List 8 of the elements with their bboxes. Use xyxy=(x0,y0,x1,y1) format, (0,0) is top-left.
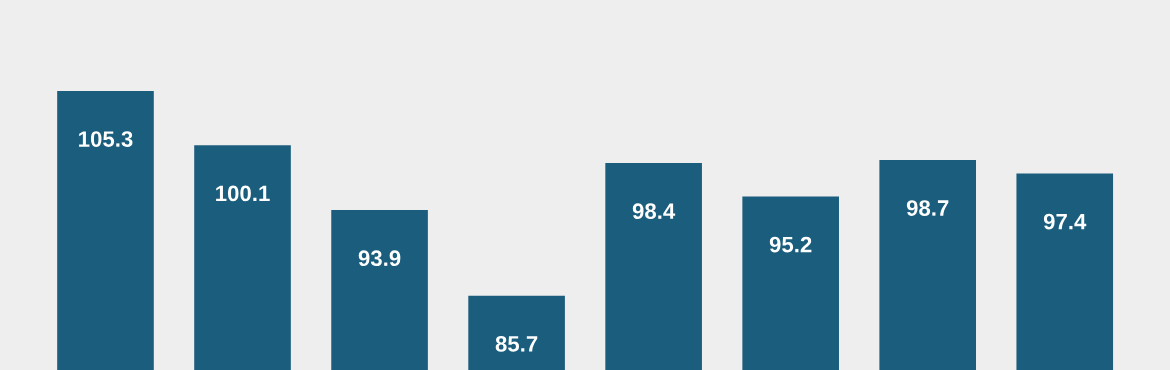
data-label: 93.9 xyxy=(358,250,401,267)
data-label: 100.1 xyxy=(216,185,270,202)
data-label: 97.4 xyxy=(1043,213,1087,230)
data-label: 98.4 xyxy=(632,203,676,220)
data-label: 105.3 xyxy=(79,131,133,147)
data-label: 95.2 xyxy=(769,236,812,253)
data-label: 85.7 xyxy=(495,336,538,352)
data-label: 98.7 xyxy=(906,200,949,216)
